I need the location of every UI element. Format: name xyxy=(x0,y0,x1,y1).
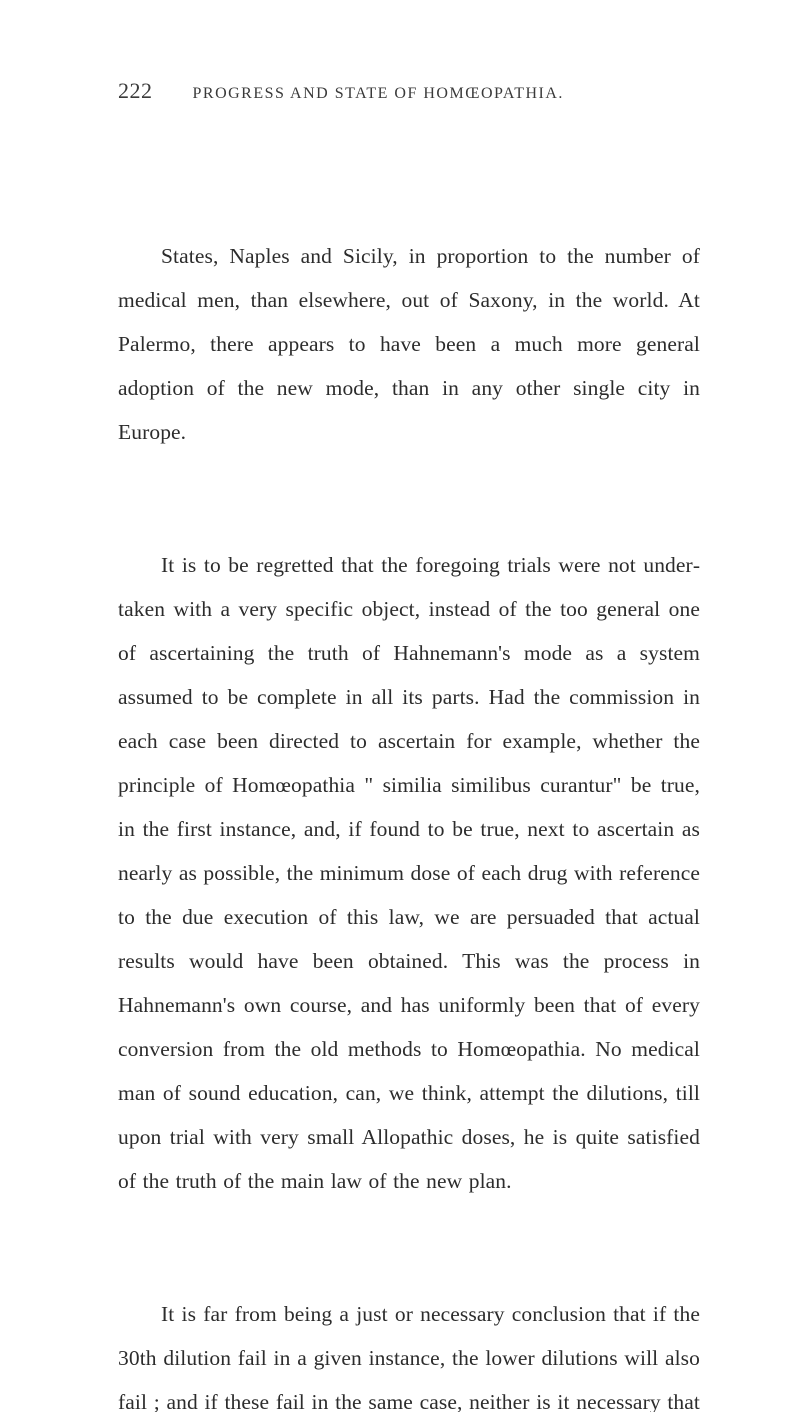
paragraph: States, Naples and Sicily, in proportion… xyxy=(118,234,700,454)
paragraph: It is to be regretted that the foregoing… xyxy=(118,543,700,1204)
page-header: 222 PROGRESS AND STATE OF HOMŒOPATHIA. xyxy=(118,78,700,104)
running-title: PROGRESS AND STATE OF HOMŒOPATHIA. xyxy=(193,85,564,103)
paragraph: It is far from being a just or necessary… xyxy=(118,1292,700,1412)
book-page: 222 PROGRESS AND STATE OF HOMŒOPATHIA. S… xyxy=(0,0,800,1412)
body-text: States, Naples and Sicily, in proportion… xyxy=(118,146,700,1412)
page-number: 222 xyxy=(118,78,153,104)
